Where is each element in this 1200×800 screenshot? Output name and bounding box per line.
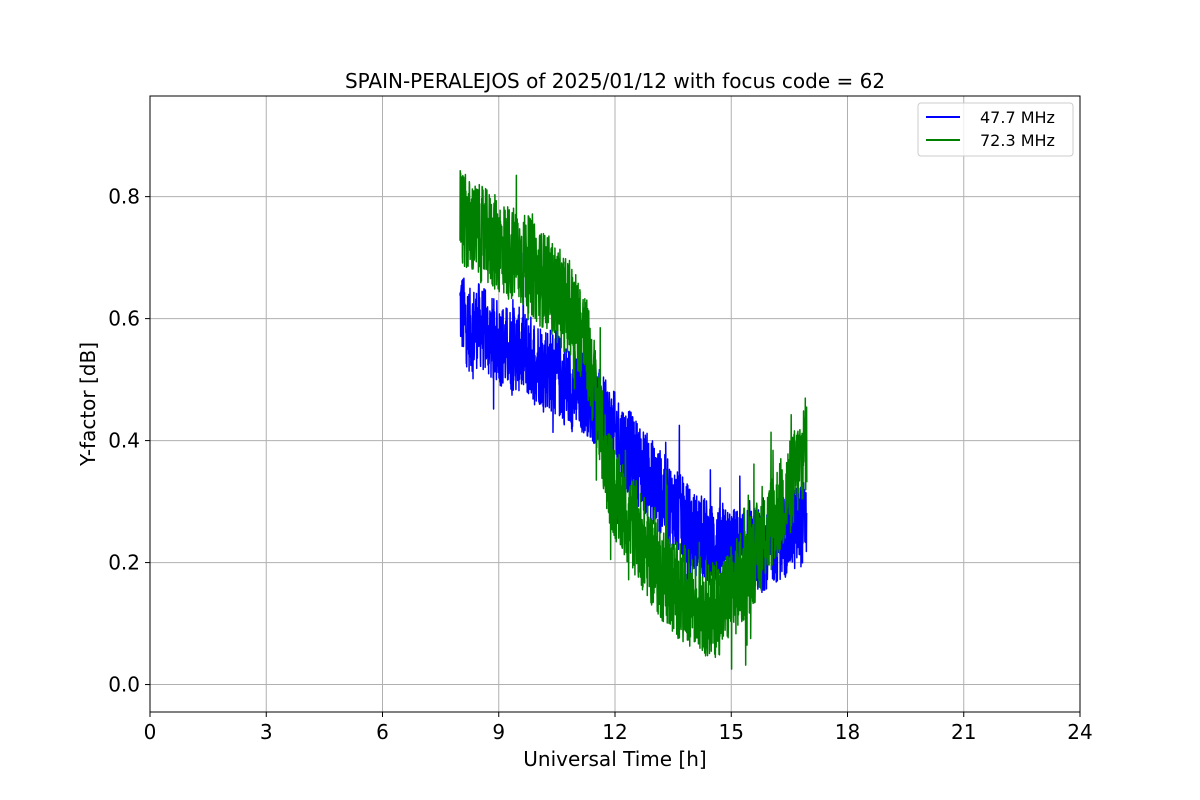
x-tick-label: 18 (835, 720, 860, 744)
y-tick-label: 0.2 (108, 551, 140, 575)
y-tick-label: 0.8 (108, 185, 140, 209)
series-layer (459, 169, 808, 670)
x-tick-label: 15 (719, 720, 744, 744)
y-tick-label: 0.4 (108, 429, 140, 453)
ticks: 0 3 6 9 12 15 18 21 24 0.0 0.2 0.4 0.6 0.8 (108, 185, 1093, 744)
x-tick-label: 12 (602, 720, 627, 744)
chart-title: SPAIN-PERALEJOS of 2025/01/12 with focus… (345, 69, 885, 93)
x-tick-label: 6 (376, 720, 389, 744)
series-line-72-3-mhz (459, 169, 808, 670)
x-tick-label: 21 (951, 720, 976, 744)
x-tick-label: 24 (1067, 720, 1092, 744)
x-tick-label: 3 (260, 720, 273, 744)
legend: 47.7 MHz 72.3 MHz (917, 102, 1074, 157)
legend-label-72-3-mhz: 72.3 MHz (980, 131, 1055, 150)
x-tick-label: 9 (492, 720, 505, 744)
x-axis-label: Universal Time [h] (523, 747, 706, 771)
y-axis-label: Y-factor [dB] (76, 342, 100, 467)
legend-label-47-7-mhz: 47.7 MHz (980, 108, 1055, 127)
x-tick-label: 0 (144, 720, 157, 744)
y-tick-label: 0.6 (108, 307, 140, 331)
y-tick-label: 0.0 (108, 673, 140, 697)
